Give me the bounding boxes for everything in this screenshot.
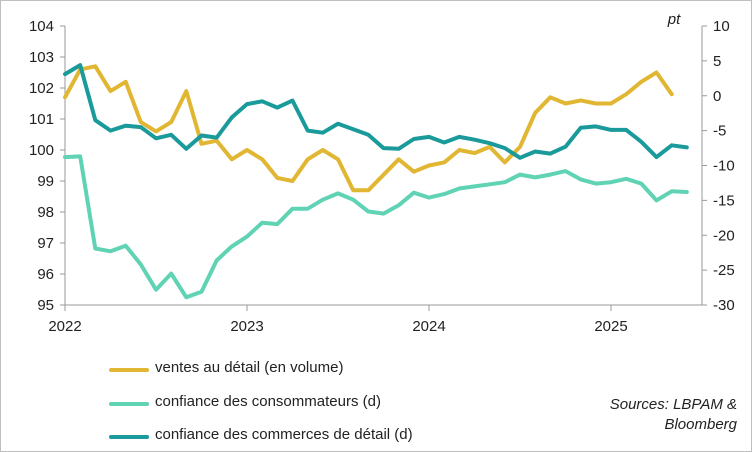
left-tick-label: 101	[29, 111, 54, 128]
left-tick-label: 96	[37, 266, 54, 283]
source-note: Sources: LBPAM & Bloomberg	[610, 395, 737, 435]
legend-swatch-commerces	[109, 435, 149, 439]
x-tick-label: 2023	[230, 318, 263, 335]
x-tick-label: 2022	[48, 318, 81, 335]
left-tick-label: 95	[37, 297, 54, 314]
legend-label-ventes: ventes au détail (en volume)	[155, 359, 344, 376]
left-tick-label: 99	[37, 173, 54, 190]
right-tick-label: -30	[713, 297, 735, 314]
series-line-3	[63, 63, 689, 160]
legend-swatch-consommateurs	[109, 402, 149, 406]
right-tick-label: -10	[713, 158, 735, 175]
right-tick-label: 0	[713, 88, 721, 105]
series-line-2	[63, 154, 689, 300]
legend-swatch-ventes	[109, 368, 149, 372]
right-tick-label: -25	[713, 262, 735, 279]
series-line-1	[63, 64, 674, 193]
source-line-2: Bloomberg	[664, 416, 737, 433]
x-tick-label: 2025	[594, 318, 627, 335]
left-tick-label: 100	[29, 142, 54, 159]
left-tick-label: 98	[37, 204, 54, 221]
right-tick-label: 10	[713, 18, 730, 35]
right-tick-label: -15	[713, 192, 735, 209]
left-tick-label: 97	[37, 235, 54, 252]
right-tick-label: -5	[713, 123, 726, 140]
left-tick-label: 103	[29, 49, 54, 66]
source-line-1: Sources: LBPAM &	[609, 396, 737, 413]
left-tick-label: 104	[29, 18, 54, 35]
left-tick-label: 102	[29, 80, 54, 97]
legend-label-commerces: confiance des commerces de détail (d)	[155, 426, 413, 443]
right-tick-label: -20	[713, 227, 735, 244]
x-tick-label: 2024	[412, 318, 445, 335]
right-tick-label: 5	[713, 53, 721, 70]
legend-label-consommateurs: confiance des consommateurs (d)	[155, 393, 381, 410]
right-axis-unit: pt	[667, 11, 681, 28]
